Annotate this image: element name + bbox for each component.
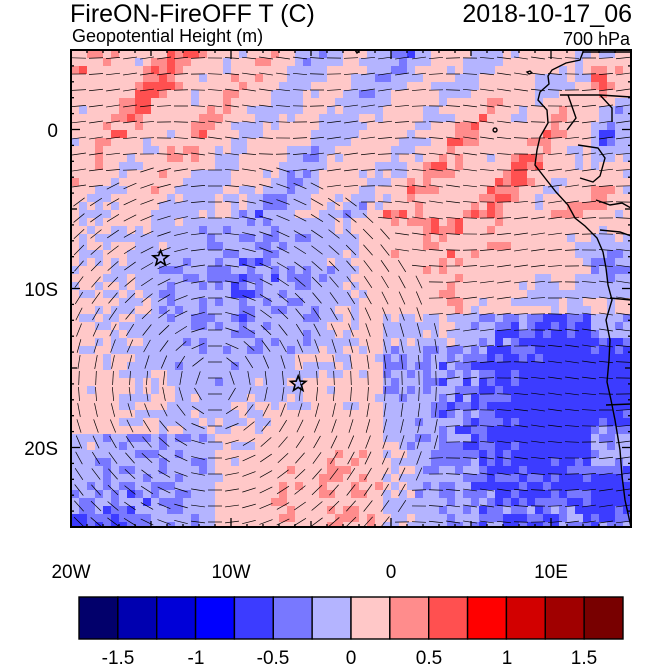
colorbar-swatch xyxy=(389,596,430,640)
star-icon xyxy=(150,248,171,267)
colorbar-swatch xyxy=(544,596,585,640)
colorbar-label: -0.5 xyxy=(257,648,290,667)
colorbar-label: 1 xyxy=(502,648,513,667)
colorbar-swatch xyxy=(78,596,119,640)
y-tick-label: 20S xyxy=(24,439,58,460)
coastline xyxy=(354,50,631,527)
colorbar xyxy=(78,596,624,640)
colorbar-label: 0.5 xyxy=(416,648,442,667)
colorbar-label: 0 xyxy=(346,648,357,667)
colorbar-swatch xyxy=(583,596,624,640)
plot-level: 700 hPa xyxy=(562,29,630,49)
x-tick-label: 0 xyxy=(386,562,397,583)
y-tick-label: 0 xyxy=(47,121,58,142)
colorbar-swatch xyxy=(311,596,352,640)
colorbar-swatch xyxy=(117,596,158,640)
colorbar-label: -1.5 xyxy=(102,648,135,667)
colorbar-swatch xyxy=(156,596,197,640)
plot-date: 2018-10-17_06 xyxy=(462,0,632,28)
site-markers xyxy=(150,248,308,393)
colorbar-swatch xyxy=(233,596,274,640)
wind-vectors xyxy=(71,56,631,527)
plot-subtitle: Geopotential Height (m) xyxy=(72,26,264,46)
x-tick-label: 10E xyxy=(534,562,568,583)
colorbar-label: 1.5 xyxy=(571,648,597,667)
x-tick-label: 10W xyxy=(211,562,250,583)
colorbar-swatch xyxy=(272,596,313,640)
colorbar-swatch xyxy=(428,596,469,640)
star-icon xyxy=(288,373,308,393)
colorbar-swatch xyxy=(505,596,546,640)
y-tick-label: 10S xyxy=(24,280,58,301)
colorbar-swatch xyxy=(194,596,236,640)
axis-ticks xyxy=(70,49,632,528)
colorbar-swatch xyxy=(466,596,508,640)
plot-title: FireON-FireOFF T (C) xyxy=(70,0,315,28)
colorbar-label: -1 xyxy=(188,648,205,667)
temperature-difference-field xyxy=(71,50,631,527)
colorbar-swatch xyxy=(350,596,391,640)
x-tick-label: 20W xyxy=(51,562,90,583)
